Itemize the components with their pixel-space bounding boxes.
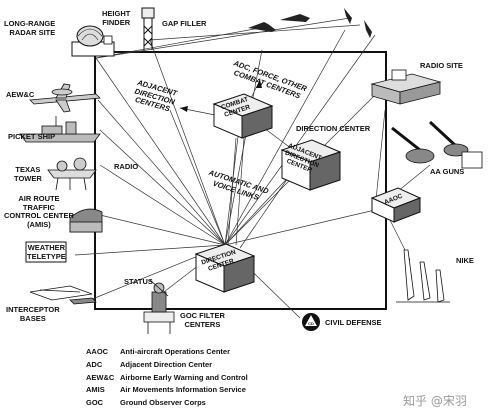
height-finder-tower-icon — [141, 7, 155, 50]
abbreviation-legend: AAOC Anti-aircraft Operations Center ADC… — [86, 346, 248, 410]
aewc-label: AEW&C — [6, 90, 35, 99]
legend-abbr: ADC — [86, 359, 103, 369]
aa-guns-label: AA GUNS — [430, 167, 465, 176]
direction-center-label: DIRECTION CENTER — [296, 124, 371, 133]
radio-label: RADIO — [114, 162, 139, 171]
legend-def: Airborne Early Warning and Control — [120, 372, 248, 382]
nike-label: NIKE — [456, 256, 474, 265]
legend-abbr: GOC — [86, 398, 104, 408]
civil-defense-emblem — [302, 313, 320, 331]
legend-row: AEW&C Airborne Early Warning and Control — [86, 372, 248, 385]
radio-site-label: RADIO SITE — [420, 61, 463, 70]
legend-row: AAOC Anti-aircraft Operations Center — [86, 346, 248, 359]
radio-site-building-icon — [370, 69, 442, 105]
air-route-label: AIR ROUTE TRAFFIC CONTROL CENTER (AMIS) — [4, 194, 74, 229]
picket-ship-icon — [19, 116, 101, 143]
civil-defense-label: CIVIL DEFENSE — [325, 318, 382, 327]
legend-row: GOC Ground Observer Corps — [86, 397, 248, 410]
fighter-jets-icon — [248, 8, 372, 38]
height-finder-label: HEIGHT FINDER — [102, 9, 131, 27]
long-range-radar-label: LONG-RANGE RADAR SITE — [4, 19, 56, 37]
interceptor-base-icon — [29, 285, 97, 305]
legend-def: Adjacent Direction Center — [120, 359, 213, 369]
cd-emblem-text: CD — [308, 321, 314, 326]
goc-observer-icon — [143, 279, 175, 334]
aa-guns-icon — [391, 120, 483, 169]
legend-def: Anti-aircraft Operations Center — [120, 347, 231, 356]
gap-filler-label: GAP FILLER — [162, 19, 207, 28]
legend-row: AMIS Air Movements Information Service — [86, 384, 248, 397]
combat-center-box — [212, 93, 274, 139]
goc-filter-label: GOC FILTER CENTERS — [180, 311, 225, 329]
aaoc-box — [370, 187, 422, 223]
legend-def: Ground Observer Corps — [120, 398, 206, 408]
legend-abbr: AMIS — [86, 385, 105, 395]
air-route-building-icon — [69, 208, 103, 233]
picket-ship-label: PICKET SHIP — [8, 132, 56, 141]
weather-teletype-label: WEATHER TELETYPE — [27, 243, 66, 261]
long-range-radar-icon — [71, 25, 115, 57]
legend-abbr: AAOC — [86, 347, 109, 356]
network-boundary — [94, 51, 387, 310]
legend-abbr: AEW&C — [86, 372, 115, 382]
status-label: STATUS — [124, 277, 153, 286]
legend-row: ADC Adjacent Direction Center — [86, 359, 248, 372]
legend-def: Air Movements Information Service — [120, 385, 246, 395]
weather-teletype-box — [25, 241, 67, 263]
adjacent-direction-center-box — [280, 139, 342, 191]
direction-center-box — [194, 243, 256, 293]
aewc-aircraft-icon — [29, 83, 101, 113]
texas-tower-label: TEXAS TOWER — [14, 165, 42, 183]
watermark: 知乎 @宋羽 — [403, 394, 467, 408]
nike-missiles-icon — [396, 249, 450, 303]
interceptor-bases-label: INTERCEPTOR BASES — [6, 305, 60, 323]
texas-tower-icon — [47, 157, 97, 191]
